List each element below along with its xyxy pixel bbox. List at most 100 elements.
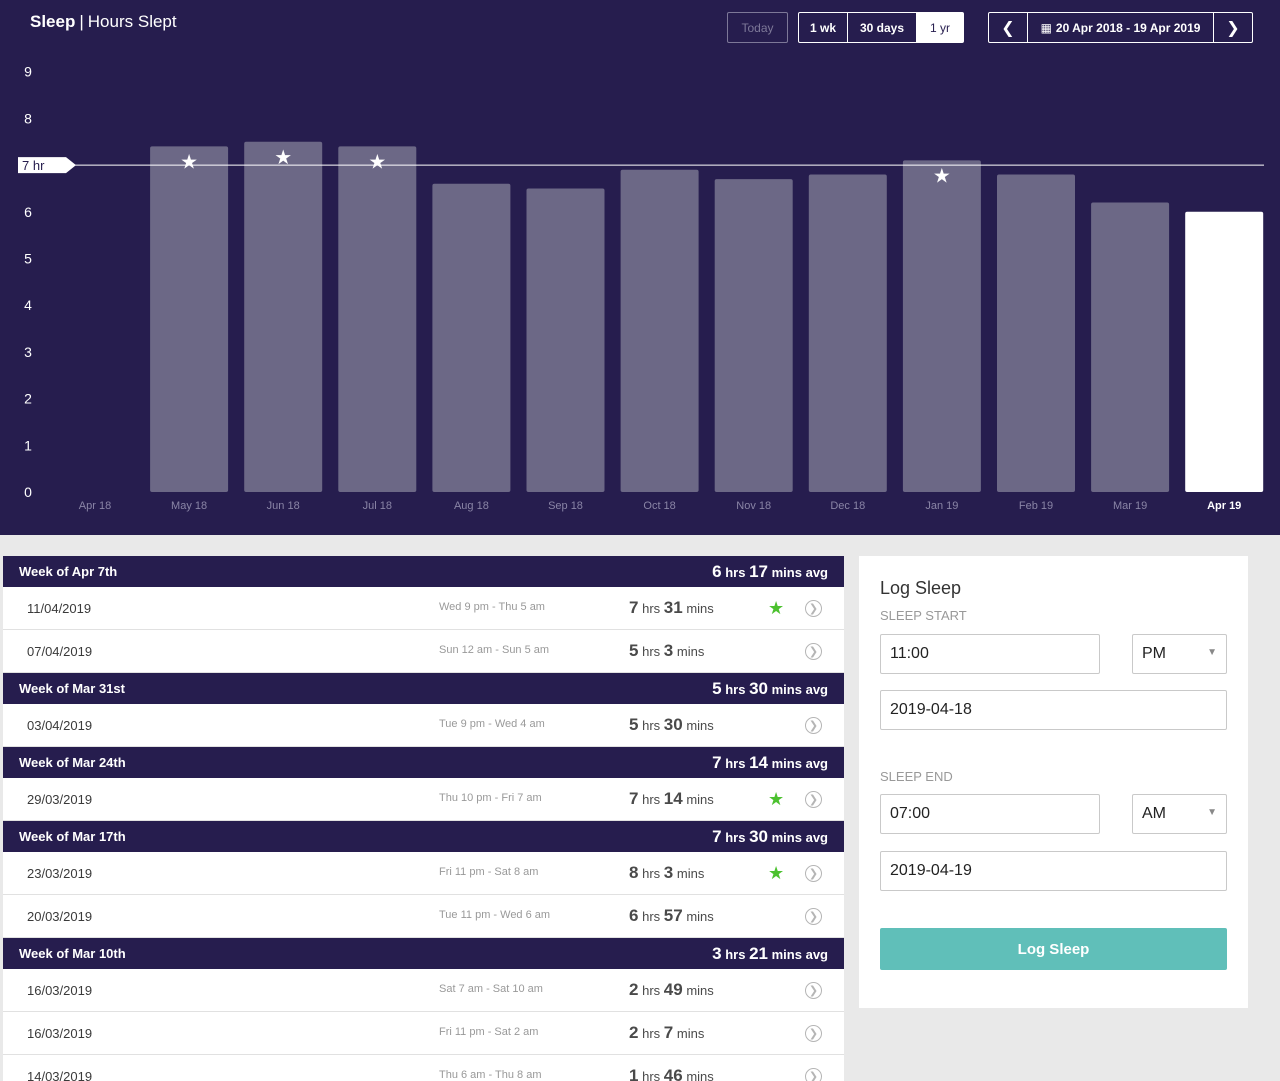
y-tick-label: 8 bbox=[24, 110, 32, 126]
sleep-entry-row[interactable]: 23/03/2019 Fri 11 pm - Sat 8 am 8 hrs 3 mi… bbox=[3, 852, 844, 895]
duration-hours: 8 bbox=[629, 863, 639, 882]
hrs-unit: hrs bbox=[642, 601, 661, 616]
chevron-right-circle-icon[interactable]: ❯ bbox=[805, 982, 822, 999]
week-header: Week of Mar 31st 5 hrs 30 mins avg bbox=[3, 673, 844, 704]
entry-time-span: Fri 11 pm - Sat 8 am bbox=[439, 866, 539, 878]
hrs-unit: hrs bbox=[725, 829, 746, 845]
week-label: Week of Mar 10th bbox=[19, 946, 126, 961]
entry-date: 29/03/2019 bbox=[27, 792, 93, 807]
mins-unit: mins bbox=[686, 601, 714, 616]
sleep-entry-row[interactable]: 14/03/2019 Thu 6 am - Thu 8 am 1 hrs 46 mi… bbox=[3, 1055, 844, 1081]
mins-unit: mins bbox=[676, 866, 705, 881]
sleep-end-time-input[interactable]: 07:00 bbox=[880, 794, 1100, 834]
duration-minutes: 7 bbox=[663, 1023, 674, 1042]
entry-date: 11/04/2019 bbox=[27, 601, 92, 616]
chevron-right-circle-icon[interactable]: ❯ bbox=[805, 791, 822, 808]
sleep-entry-row[interactable]: 29/03/2019 Thu 10 pm - Fri 7 am 7 hrs 14 m… bbox=[3, 778, 844, 821]
mins-unit: mins bbox=[771, 755, 802, 771]
chevron-right-circle-icon[interactable]: ❯ bbox=[805, 643, 822, 660]
avg-hours-value: 7 bbox=[712, 752, 722, 772]
x-tick-label: Jan 19 bbox=[925, 500, 958, 512]
avg-minutes-value: 30 bbox=[749, 826, 768, 846]
range-1wk-button[interactable]: 1 wk bbox=[799, 13, 848, 42]
bar-aug-18 bbox=[432, 183, 511, 492]
log-sleep-button[interactable]: Log Sleep bbox=[880, 928, 1227, 970]
duration-hours: 7 bbox=[629, 598, 639, 617]
hrs-unit: hrs bbox=[642, 909, 661, 924]
y-tick-label: 5 bbox=[24, 251, 32, 267]
sleep-entry-row[interactable]: 03/04/2019 Tue 9 pm - Wed 4 am 5 hrs 30 mi… bbox=[3, 704, 844, 747]
entry-time-span: Wed 9 pm - Thu 5 am bbox=[439, 601, 545, 613]
chevron-right-circle-icon[interactable]: ❯ bbox=[805, 865, 822, 882]
week-label: Week of Mar 17th bbox=[19, 829, 126, 844]
duration-minutes: 3 bbox=[663, 641, 674, 660]
sleep-end-date-input[interactable]: 2019-04-19 bbox=[880, 851, 1227, 891]
goal-star-icon: ★ bbox=[933, 165, 951, 187]
sleep-entry-row[interactable]: 07/04/2019 Sun 12 am - Sun 5 am 5 hrs 3 mi… bbox=[3, 630, 844, 673]
mins-unit: mins bbox=[771, 564, 802, 580]
chevron-right-circle-icon[interactable]: ❯ bbox=[805, 600, 822, 617]
entry-date: 16/03/2019 bbox=[27, 1026, 93, 1041]
goal-line-tag bbox=[18, 157, 76, 174]
chevron-right-icon[interactable]: ❯ bbox=[1213, 13, 1252, 42]
hrs-unit: hrs bbox=[642, 644, 661, 659]
x-tick-label: Apr 19 bbox=[1207, 500, 1241, 512]
today-button[interactable]: Today bbox=[727, 12, 788, 43]
avg-hours-value: 7 bbox=[712, 826, 722, 846]
chevron-right-circle-icon[interactable]: ❯ bbox=[805, 1068, 822, 1081]
bar-jun-18 bbox=[244, 141, 323, 492]
x-tick-label: Aug 18 bbox=[454, 500, 489, 512]
entry-time-span: Thu 10 pm - Fri 7 am bbox=[439, 792, 542, 804]
date-range-button[interactable]: ▦ 20 Apr 2018 - 19 Apr 2019 bbox=[1028, 13, 1213, 42]
chevron-right-circle-icon[interactable]: ❯ bbox=[805, 717, 822, 734]
avg-unit: avg bbox=[805, 755, 828, 771]
x-tick-label: Mar 19 bbox=[1113, 500, 1147, 512]
hrs-unit: hrs bbox=[725, 755, 746, 771]
range-1yr-button[interactable]: 1 yr bbox=[917, 13, 963, 42]
hrs-unit: hrs bbox=[642, 792, 661, 807]
y-tick-label: 1 bbox=[24, 437, 32, 453]
range-30days-button[interactable]: 30 days bbox=[848, 13, 917, 42]
x-tick-label: Sep 18 bbox=[548, 500, 583, 512]
chevron-right-circle-icon[interactable]: ❯ bbox=[805, 908, 822, 925]
mins-unit: mins bbox=[686, 1069, 714, 1081]
hrs-unit: hrs bbox=[642, 866, 661, 881]
sleep-end-ampm-select[interactable]: AM ▼ bbox=[1132, 794, 1227, 834]
chevron-left-icon[interactable]: ❮ bbox=[989, 13, 1028, 42]
mins-unit: mins bbox=[686, 909, 714, 924]
sleep-start-time-input[interactable]: 11:00 bbox=[880, 634, 1100, 674]
sleep-end-ampm-value: AM bbox=[1142, 805, 1166, 822]
entry-time-span: Sat 7 am - Sat 10 am bbox=[439, 983, 543, 995]
week-average: 7 hrs 14 mins avg bbox=[712, 753, 828, 773]
goal-star-icon: ★ bbox=[768, 863, 785, 883]
sleep-entry-row[interactable]: 16/03/2019 Fri 11 pm - Sat 2 am 2 hrs 7 mi… bbox=[3, 1012, 844, 1055]
mins-unit: mins bbox=[686, 983, 714, 998]
avg-hours-value: 3 bbox=[712, 943, 722, 963]
sleep-entry-row[interactable]: 16/03/2019 Sat 7 am - Sat 10 am 2 hrs 49 m… bbox=[3, 969, 844, 1012]
goal-star-icon: ★ bbox=[768, 598, 785, 618]
sleep-start-date-input[interactable]: 2019-04-18 bbox=[880, 690, 1227, 730]
entry-date: 07/04/2019 bbox=[27, 644, 93, 659]
avg-unit: avg bbox=[805, 829, 828, 845]
sleep-start-ampm-select[interactable]: PM ▼ bbox=[1132, 634, 1227, 674]
x-tick-label: Oct 18 bbox=[643, 500, 675, 512]
bar-jul-18 bbox=[338, 146, 417, 493]
goal-star-icon: ★ bbox=[180, 151, 198, 173]
bar-nov-18 bbox=[714, 179, 793, 493]
mins-unit: mins bbox=[686, 718, 714, 733]
entry-duration: 5 hrs 30 mins bbox=[629, 704, 714, 747]
title-separator: | bbox=[79, 12, 84, 31]
duration-minutes: 31 bbox=[663, 598, 683, 617]
entry-date: 16/03/2019 bbox=[27, 983, 93, 998]
y-tick-label: 4 bbox=[24, 297, 32, 313]
y-tick-label: 0 bbox=[24, 484, 32, 500]
log-sleep-panel: Log Sleep SLEEP START 11:00 PM ▼ 2019-04… bbox=[859, 556, 1248, 1008]
sleep-entry-row[interactable]: 20/03/2019 Tue 11 pm - Wed 6 am 6 hrs 57 m… bbox=[3, 895, 844, 938]
sleep-entry-row[interactable]: 11/04/2019 Wed 9 pm - Thu 5 am 7 hrs 31 mi… bbox=[3, 587, 844, 630]
hrs-unit: hrs bbox=[642, 1026, 661, 1041]
title-hours-slept: Hours Slept bbox=[87, 12, 177, 31]
week-average: 5 hrs 30 mins avg bbox=[712, 679, 828, 699]
chevron-down-icon: ▼ bbox=[1207, 647, 1217, 658]
x-tick-label: May 18 bbox=[171, 500, 207, 512]
chevron-right-circle-icon[interactable]: ❯ bbox=[805, 1025, 822, 1042]
